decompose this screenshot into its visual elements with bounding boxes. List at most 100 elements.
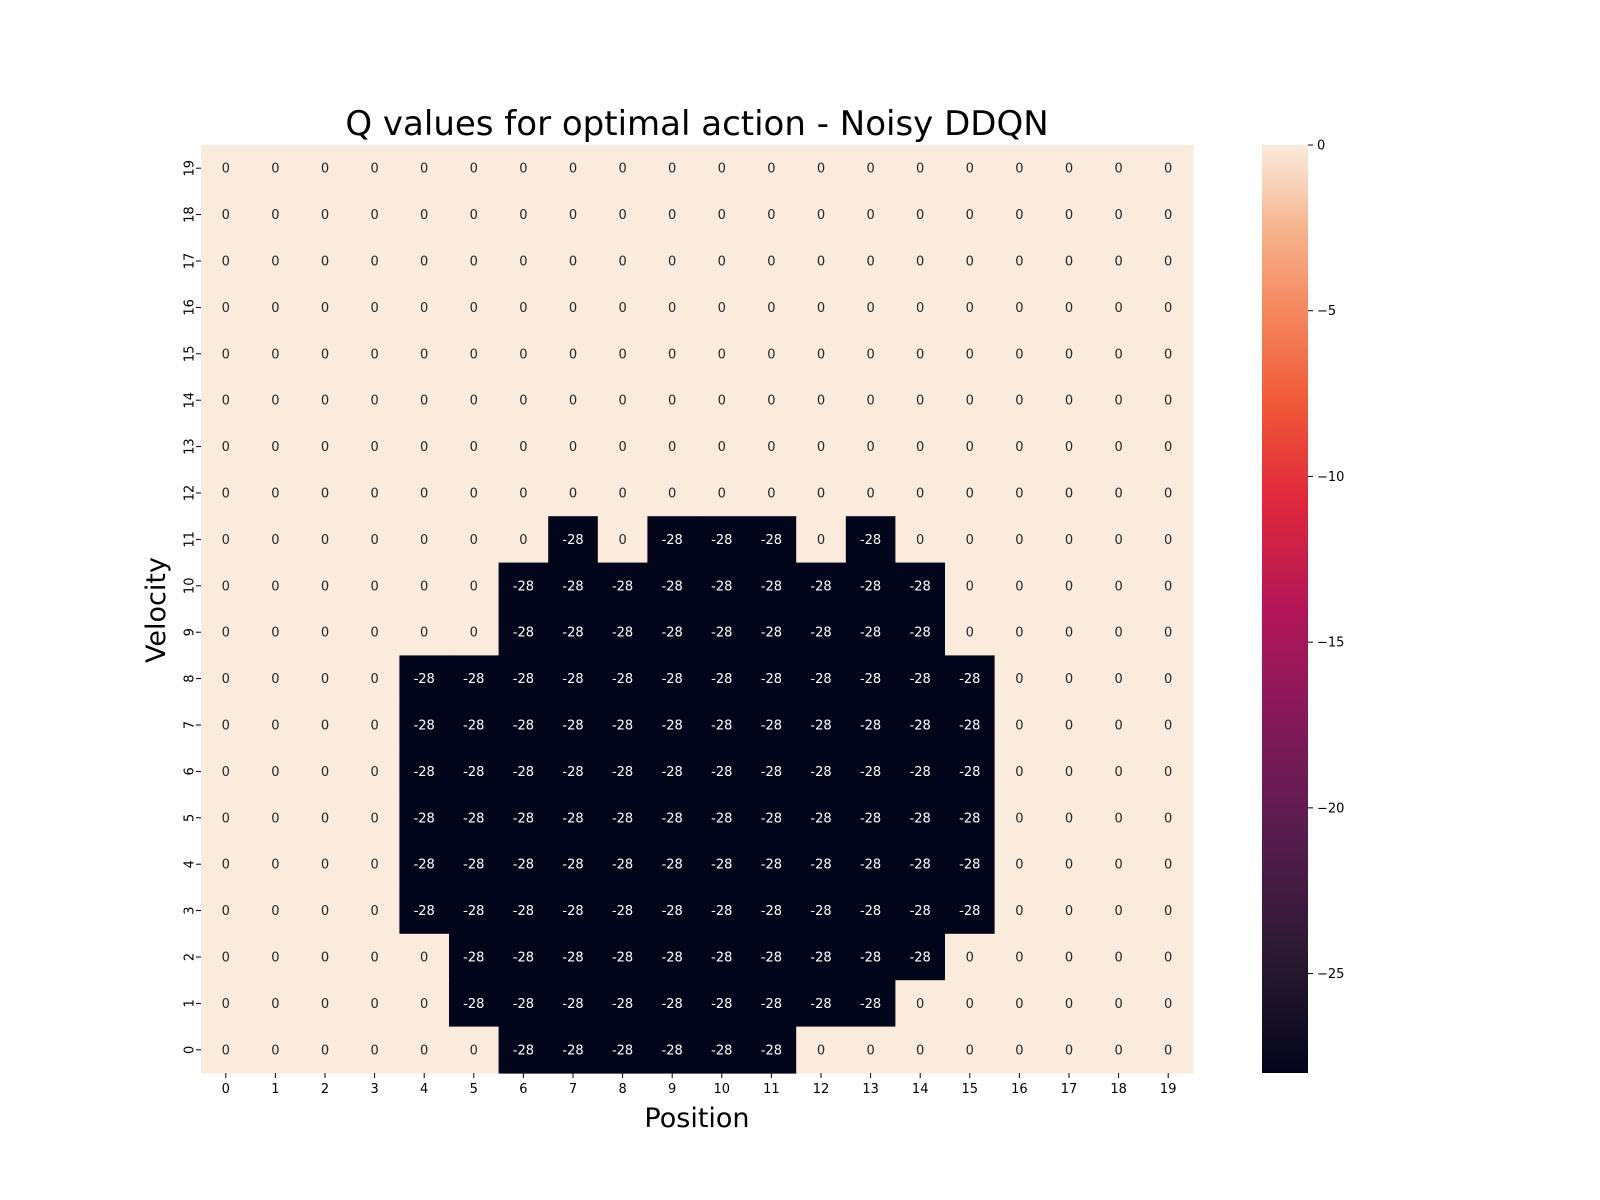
heatmap-cell (250, 655, 301, 703)
cell-annotation: -28 (761, 719, 782, 734)
heatmap-cell (498, 191, 549, 239)
cell-annotation: 0 (470, 487, 478, 502)
cell-annotation: 0 (519, 440, 527, 455)
cell-annotation: 0 (866, 1043, 874, 1058)
y-tick-label: 7 (183, 721, 198, 729)
cell-annotation: -28 (910, 719, 931, 734)
heatmap-cell (597, 145, 648, 192)
heatmap-cell (399, 887, 450, 935)
heatmap-cell (1044, 237, 1095, 285)
cell-annotation: 0 (222, 951, 230, 966)
cell-annotation: 0 (668, 301, 676, 316)
cell-annotation: 0 (420, 347, 428, 362)
cell-annotation: 0 (271, 255, 279, 270)
cell-annotation: 0 (1015, 626, 1023, 641)
heatmap-cell (994, 887, 1045, 935)
heatmap-cell (201, 330, 252, 378)
heatmap-cell (746, 330, 797, 378)
cell-annotation: 0 (222, 904, 230, 919)
cell-annotation: -28 (761, 951, 782, 966)
heatmap-cell (399, 609, 450, 656)
y-tick-label: 16 (183, 299, 198, 316)
chart-title: Q values for optimal action - Noisy DDQN (345, 104, 1048, 144)
x-tick-label: 16 (1011, 1082, 1028, 1097)
heatmap-cell (994, 516, 1045, 564)
cell-annotation: 0 (817, 208, 825, 223)
heatmap-cell (746, 377, 797, 424)
heatmap-cell (349, 1026, 400, 1074)
heatmap-cell (945, 933, 996, 981)
cell-annotation: -28 (612, 765, 633, 780)
cell-annotation: -28 (761, 672, 782, 687)
heatmap-cell (1044, 191, 1095, 239)
cell-annotation: 0 (1065, 440, 1073, 455)
cell-annotation: -28 (463, 719, 484, 734)
cell-annotation: 0 (767, 440, 775, 455)
cell-annotation: -28 (711, 579, 732, 594)
heatmap-cells (201, 145, 1194, 1074)
heatmap-cell (945, 469, 996, 517)
cell-annotation: -28 (612, 997, 633, 1012)
cell-annotation: -28 (414, 811, 435, 826)
cell-annotation: -28 (662, 719, 683, 734)
y-tick-label: 15 (183, 346, 198, 363)
cell-annotation: 0 (1015, 440, 1023, 455)
cell-annotation: 0 (966, 951, 974, 966)
cell-annotation: 0 (817, 533, 825, 548)
heatmap-cell (597, 330, 648, 378)
heatmap-cell (746, 933, 797, 981)
heatmap-cell (201, 794, 252, 842)
cell-annotation: 0 (321, 579, 329, 594)
heatmap-cell (300, 701, 351, 749)
heatmap-cell (647, 841, 698, 888)
heatmap-cell (746, 887, 797, 935)
heatmap-cell (945, 423, 996, 471)
y-tick-label: 9 (183, 628, 198, 636)
heatmap-cell (895, 377, 946, 424)
cell-annotation: -28 (761, 765, 782, 780)
heatmap-cell (449, 980, 500, 1028)
cell-annotation: 0 (1164, 719, 1172, 734)
heatmap-cell (1044, 330, 1095, 378)
cell-annotation: 0 (1015, 301, 1023, 316)
cell-annotation: 0 (271, 858, 279, 873)
cell-annotation: 0 (569, 394, 577, 409)
heatmap-cell (399, 284, 450, 332)
heatmap-cell (945, 609, 996, 656)
x-axis-ticks: 0 1 2 3 4 5 6 7 8 9 10 11 12 13 14 15 16 17 18 19 (222, 1073, 1176, 1097)
heatmap-cell (746, 145, 797, 192)
cell-annotation: -28 (662, 904, 683, 919)
heatmap-cell (498, 980, 549, 1028)
heatmap-cell (1093, 145, 1144, 192)
heatmap-cell (498, 933, 549, 981)
cell-annotation: -28 (959, 719, 980, 734)
heatmap-cell (1143, 933, 1194, 981)
heatmap-cell (597, 562, 648, 610)
cell-annotation: 0 (618, 394, 626, 409)
cell-annotation: -28 (761, 997, 782, 1012)
cell-annotation: 0 (966, 533, 974, 548)
heatmap-cell (449, 562, 500, 610)
heatmap-cell (945, 794, 996, 842)
cell-annotation: 0 (321, 440, 329, 455)
heatmap-cell (300, 284, 351, 332)
cell-annotation: 0 (1015, 579, 1023, 594)
cell-annotation: -28 (562, 765, 583, 780)
cell-annotation: 0 (668, 208, 676, 223)
heatmap-cell (746, 1026, 797, 1074)
cell-annotation: -28 (513, 626, 534, 641)
heatmap-cell (201, 377, 252, 424)
colorbar-tick-label: −15 (1317, 636, 1344, 651)
cell-annotation: 0 (271, 579, 279, 594)
heatmap-cell (697, 516, 748, 564)
cell-annotation: 0 (1164, 440, 1172, 455)
heatmap-cell (498, 748, 549, 796)
heatmap-cell (597, 377, 648, 424)
x-tick-label: 13 (862, 1082, 879, 1097)
heatmap-cell (647, 1026, 698, 1074)
cell-annotation: -28 (562, 951, 583, 966)
cell-annotation: 0 (370, 811, 378, 826)
heatmap-cell (498, 423, 549, 471)
cell-annotation: 0 (966, 579, 974, 594)
heatmap-cell (945, 1026, 996, 1074)
